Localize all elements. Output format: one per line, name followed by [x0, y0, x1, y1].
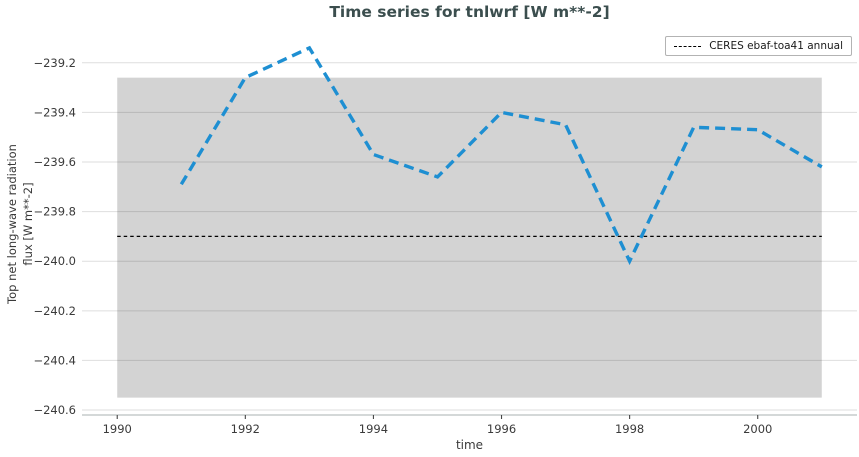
x-tick-label: 1992 — [231, 422, 260, 436]
y-axis-label: Top net long-wave radiation flux [W m**-… — [4, 144, 35, 304]
y-tick-label: −240.4 — [33, 353, 76, 367]
y-tick-label: −239.2 — [33, 56, 76, 70]
minmax-band — [117, 77, 822, 398]
y-tick-label: −240.2 — [33, 304, 76, 318]
legend-dashed-line-icon — [674, 45, 702, 47]
y-tick-label: −240.6 — [33, 403, 76, 417]
x-tick-label: 2000 — [743, 422, 772, 436]
x-axis-label: time — [455, 438, 484, 452]
y-tick-label: −239.4 — [33, 105, 76, 119]
y-tick-label: −239.8 — [33, 205, 76, 219]
y-tick-label: −240.0 — [33, 254, 76, 268]
x-tick-label: 1990 — [103, 422, 132, 436]
x-tick-label: 1994 — [359, 422, 388, 436]
x-tick-label: 1996 — [487, 422, 516, 436]
y-tick-label: −239.6 — [33, 155, 76, 169]
x-tick-label: 1998 — [615, 422, 644, 436]
legend: CERES ebaf-toa41 annual — [665, 36, 852, 56]
page-title: Time series for tnlwrf [W m**-2] — [329, 3, 610, 21]
legend-item-label: CERES ebaf-toa41 annual — [709, 40, 843, 52]
